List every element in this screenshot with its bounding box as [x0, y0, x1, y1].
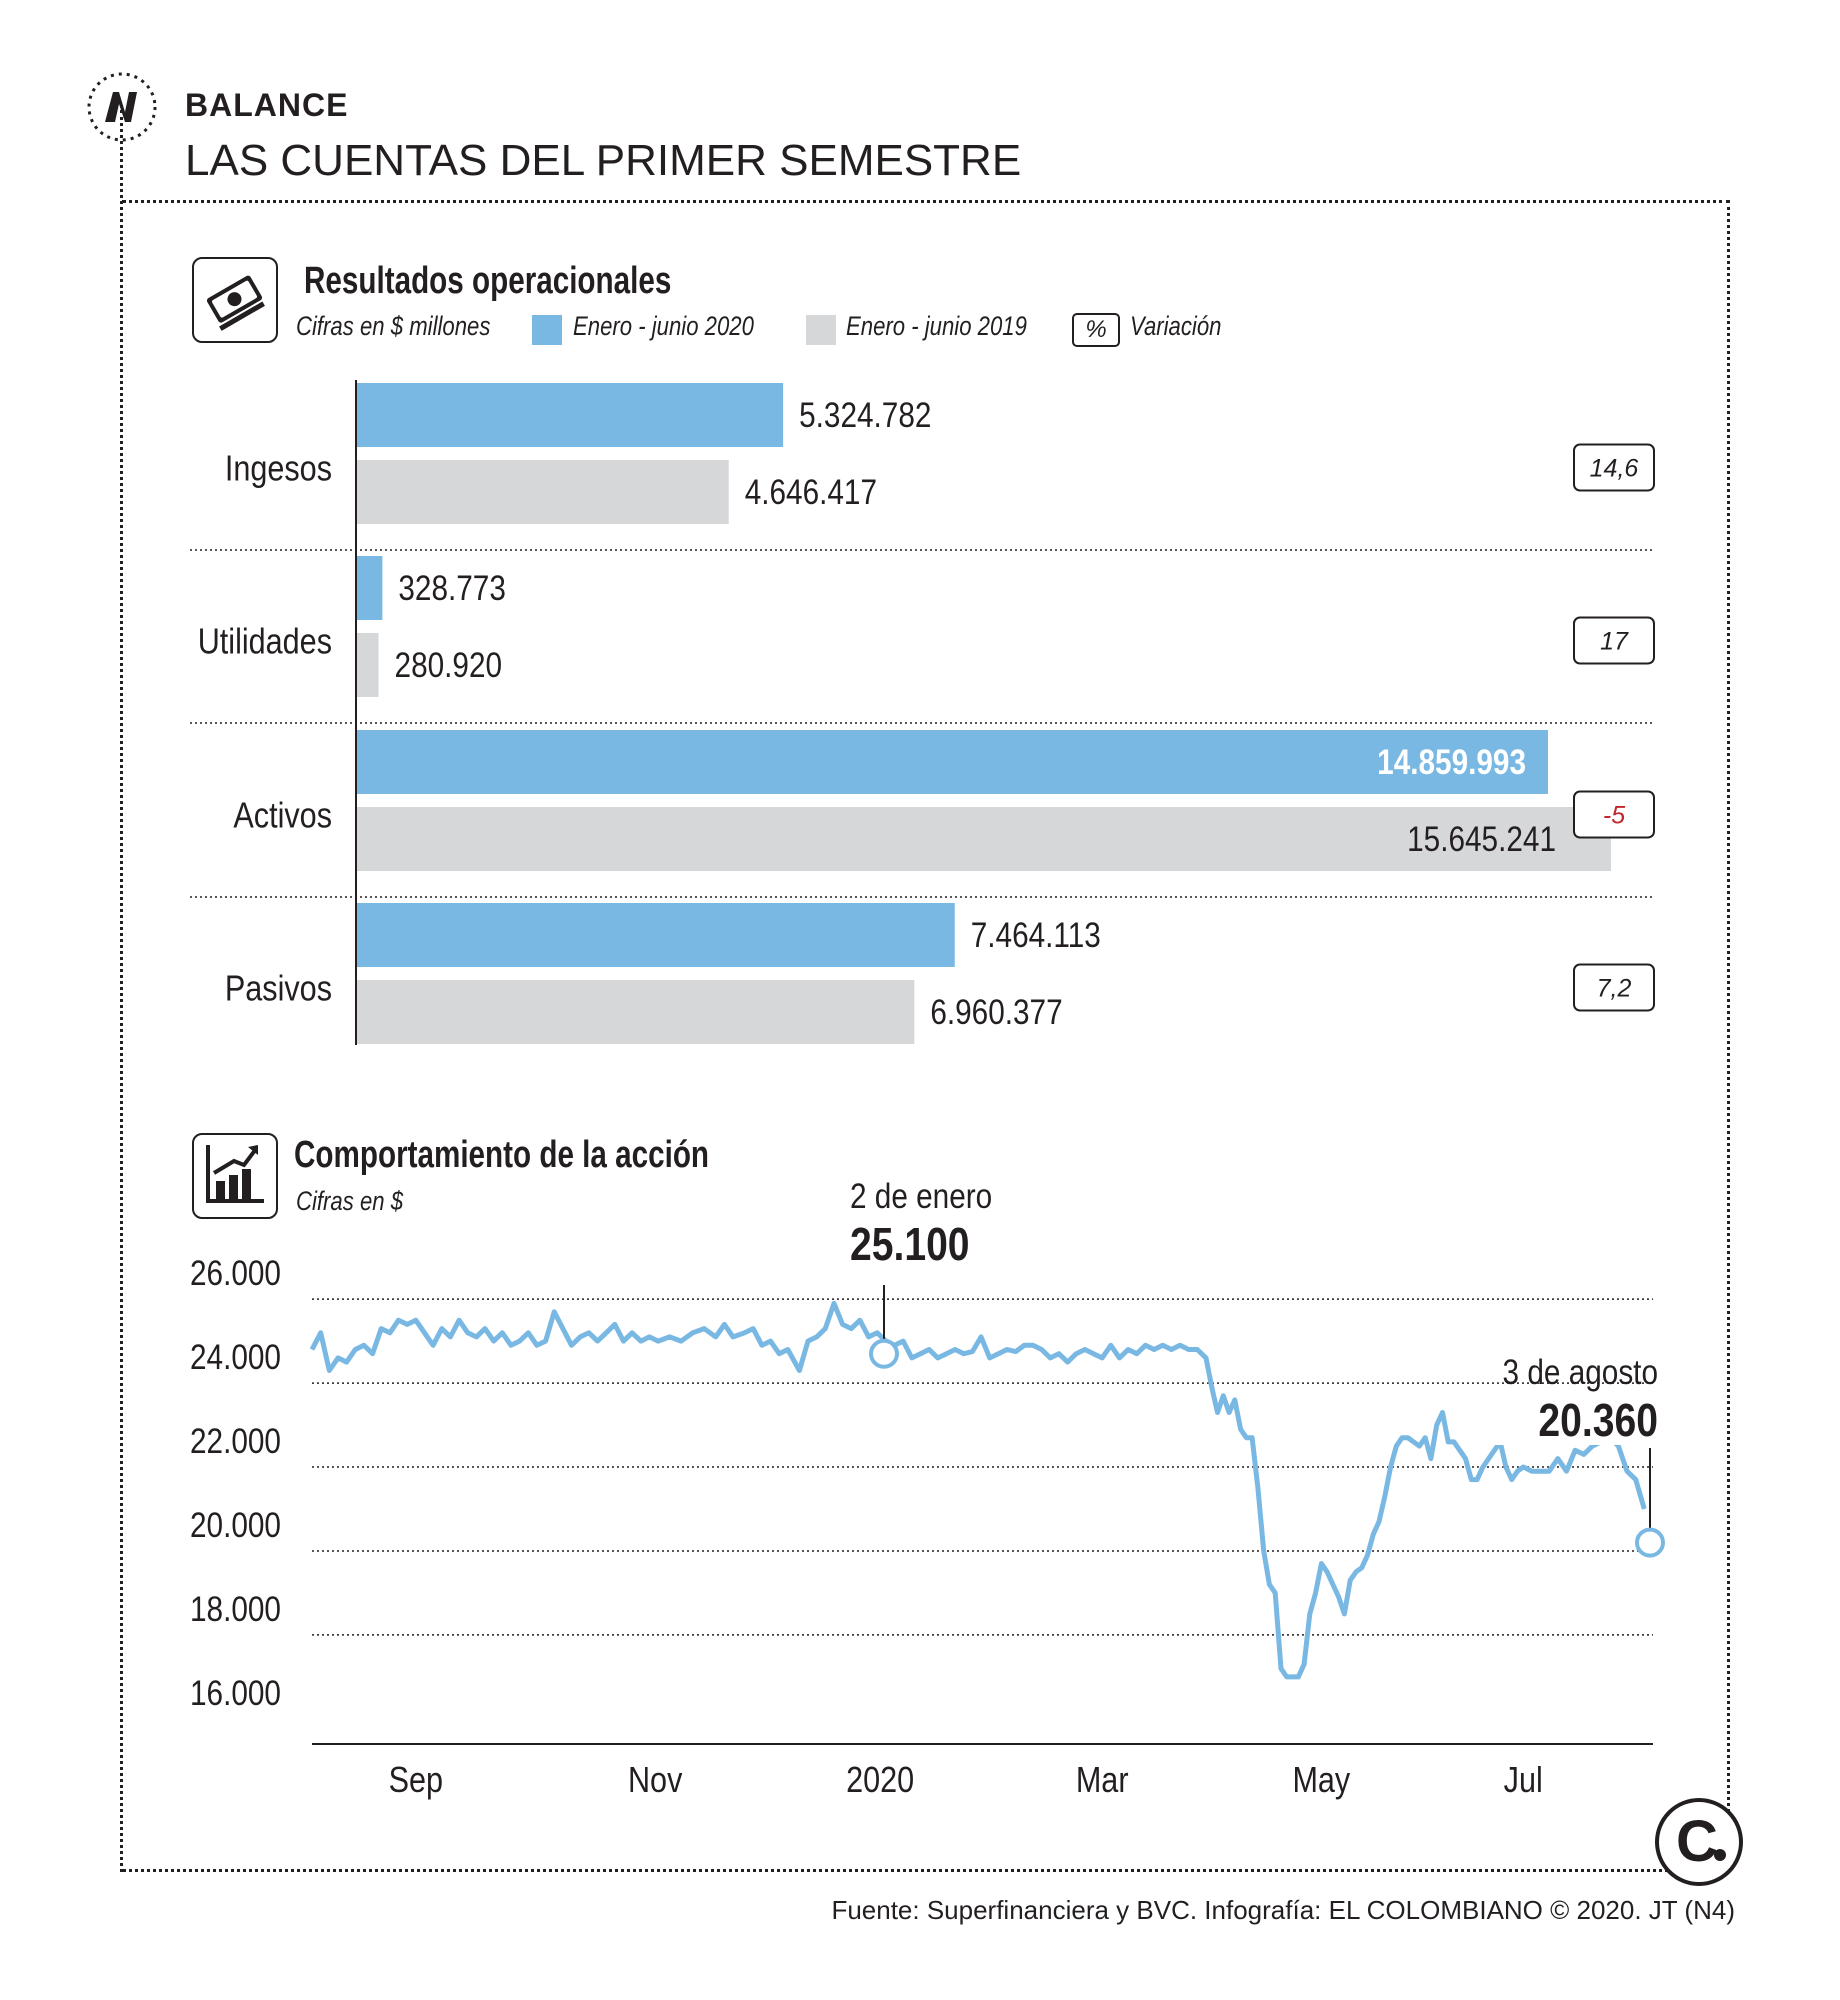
section1-subtitle: Cifras en $ millones: [296, 311, 491, 341]
bar-2019-activos: [356, 807, 1611, 871]
value-label-2019-pasivos: 6.960.377: [930, 993, 1062, 1032]
variation-box-pasivos: [1573, 963, 1655, 1012]
x-tick-label: Mar: [1076, 1761, 1129, 1801]
x-tick-label: May: [1292, 1761, 1350, 1801]
variation-box-activos: [1573, 790, 1655, 839]
legend-label-2019: Enero - junio 2019: [846, 311, 1027, 341]
y-tick-label: 16.000: [190, 1674, 281, 1713]
x-tick-label: 2020: [846, 1761, 914, 1801]
annotation-bg-2: [1475, 1385, 1665, 1445]
annotation-date-1: 2 de enero: [850, 1180, 992, 1216]
annotation-value-2: 20.360: [1538, 1395, 1658, 1447]
variation-value-pasivos: 7,2: [1597, 975, 1632, 1003]
price-line: [309, 1300, 1647, 1680]
variation-value-utilidades: 17: [1600, 628, 1629, 656]
variation-value-activos: -5: [1603, 802, 1625, 830]
y-tick-label: 18.000: [190, 1590, 281, 1629]
legend-swatch-2019: [806, 315, 836, 345]
svg-text:C: C: [1676, 1809, 1718, 1874]
y-tick-label: 26.000: [190, 1254, 281, 1293]
x-tick-label: Jul: [1504, 1761, 1543, 1801]
annotation-date-2: 3 de agosto: [1503, 1353, 1658, 1392]
category-label-pasivos: Pasivos: [225, 969, 332, 1009]
legend-label-2020: Enero - junio 2020: [573, 311, 754, 341]
value-label-2019-ingesos: 4.646.417: [745, 473, 877, 512]
variation-box-ingesos: [1573, 443, 1655, 492]
variation-value-ingesos: 14,6: [1590, 455, 1639, 483]
value-label-2020-activos: 14.859.993: [1377, 743, 1526, 782]
annotation-value-1: 25.100: [850, 1219, 970, 1271]
annotation-marker-1: [869, 1338, 899, 1369]
value-label-2019-activos: 15.645.241: [1407, 820, 1556, 859]
x-tick-label: Nov: [628, 1761, 683, 1801]
category-label-ingesos: Ingesos: [225, 449, 332, 489]
bar-2020-utilidades: [356, 556, 383, 620]
money-icon: [192, 257, 278, 343]
section2-title: Comportamiento de la acción: [294, 1134, 710, 1176]
n-logo-icon: [85, 70, 159, 144]
bar-2019-ingesos: [356, 460, 729, 524]
legend-swatch-2020: [532, 315, 562, 345]
bar-2020-pasivos: [356, 903, 955, 967]
value-label-2019-utilidades: 280.920: [395, 646, 503, 685]
y-tick-label: 24.000: [190, 1338, 281, 1377]
bar-2020-activos: [356, 730, 1549, 794]
content-frame: [122, 200, 1730, 1872]
value-label-2020-utilidades: 328.773: [398, 569, 506, 608]
section2-subtitle: Cifras en $: [296, 1186, 404, 1216]
value-label-2020-pasivos: 7.464.113: [971, 916, 1101, 955]
variation-box-utilidades: [1573, 616, 1655, 665]
legend-label-variation: Variación: [1130, 311, 1222, 341]
category-label-activos: Activos: [233, 796, 332, 836]
bar-2019-utilidades: [356, 633, 379, 697]
annotation-marker-2: [1635, 1527, 1665, 1558]
growth-chart-icon: [192, 1133, 278, 1219]
line-chart: 26.000 24.000 22.000 20.000 18.000 16.000 Sep N…: [190, 1180, 1665, 1801]
el-colombiano-logo: C: [1654, 1797, 1744, 1887]
source-note: Fuente: Superfinanciera y BVC. Infografí…: [831, 1895, 1735, 1925]
x-tick-label: Sep: [389, 1761, 443, 1801]
frame-left-border: [120, 110, 123, 1872]
kicker: BALANCE: [185, 87, 349, 123]
value-label-2020-ingesos: 5.324.782: [799, 396, 931, 435]
y-tick-label: 22.000: [190, 1422, 281, 1461]
bar-2020-ingesos: [356, 383, 784, 447]
category-label-utilidades: Utilidades: [198, 622, 332, 662]
bar-chart: Ingesos 5.324.782 4.646.417 14,6 Utilidades 3…: [190, 380, 1655, 1045]
bar-2019-pasivos: [356, 980, 915, 1044]
legend-percent-box: %: [1072, 313, 1120, 347]
y-tick-label: 20.000: [190, 1506, 281, 1545]
page-title: LAS CUENTAS DEL PRIMER SEMESTRE: [185, 136, 1022, 185]
section1-title: Resultados operacionales: [304, 260, 672, 302]
